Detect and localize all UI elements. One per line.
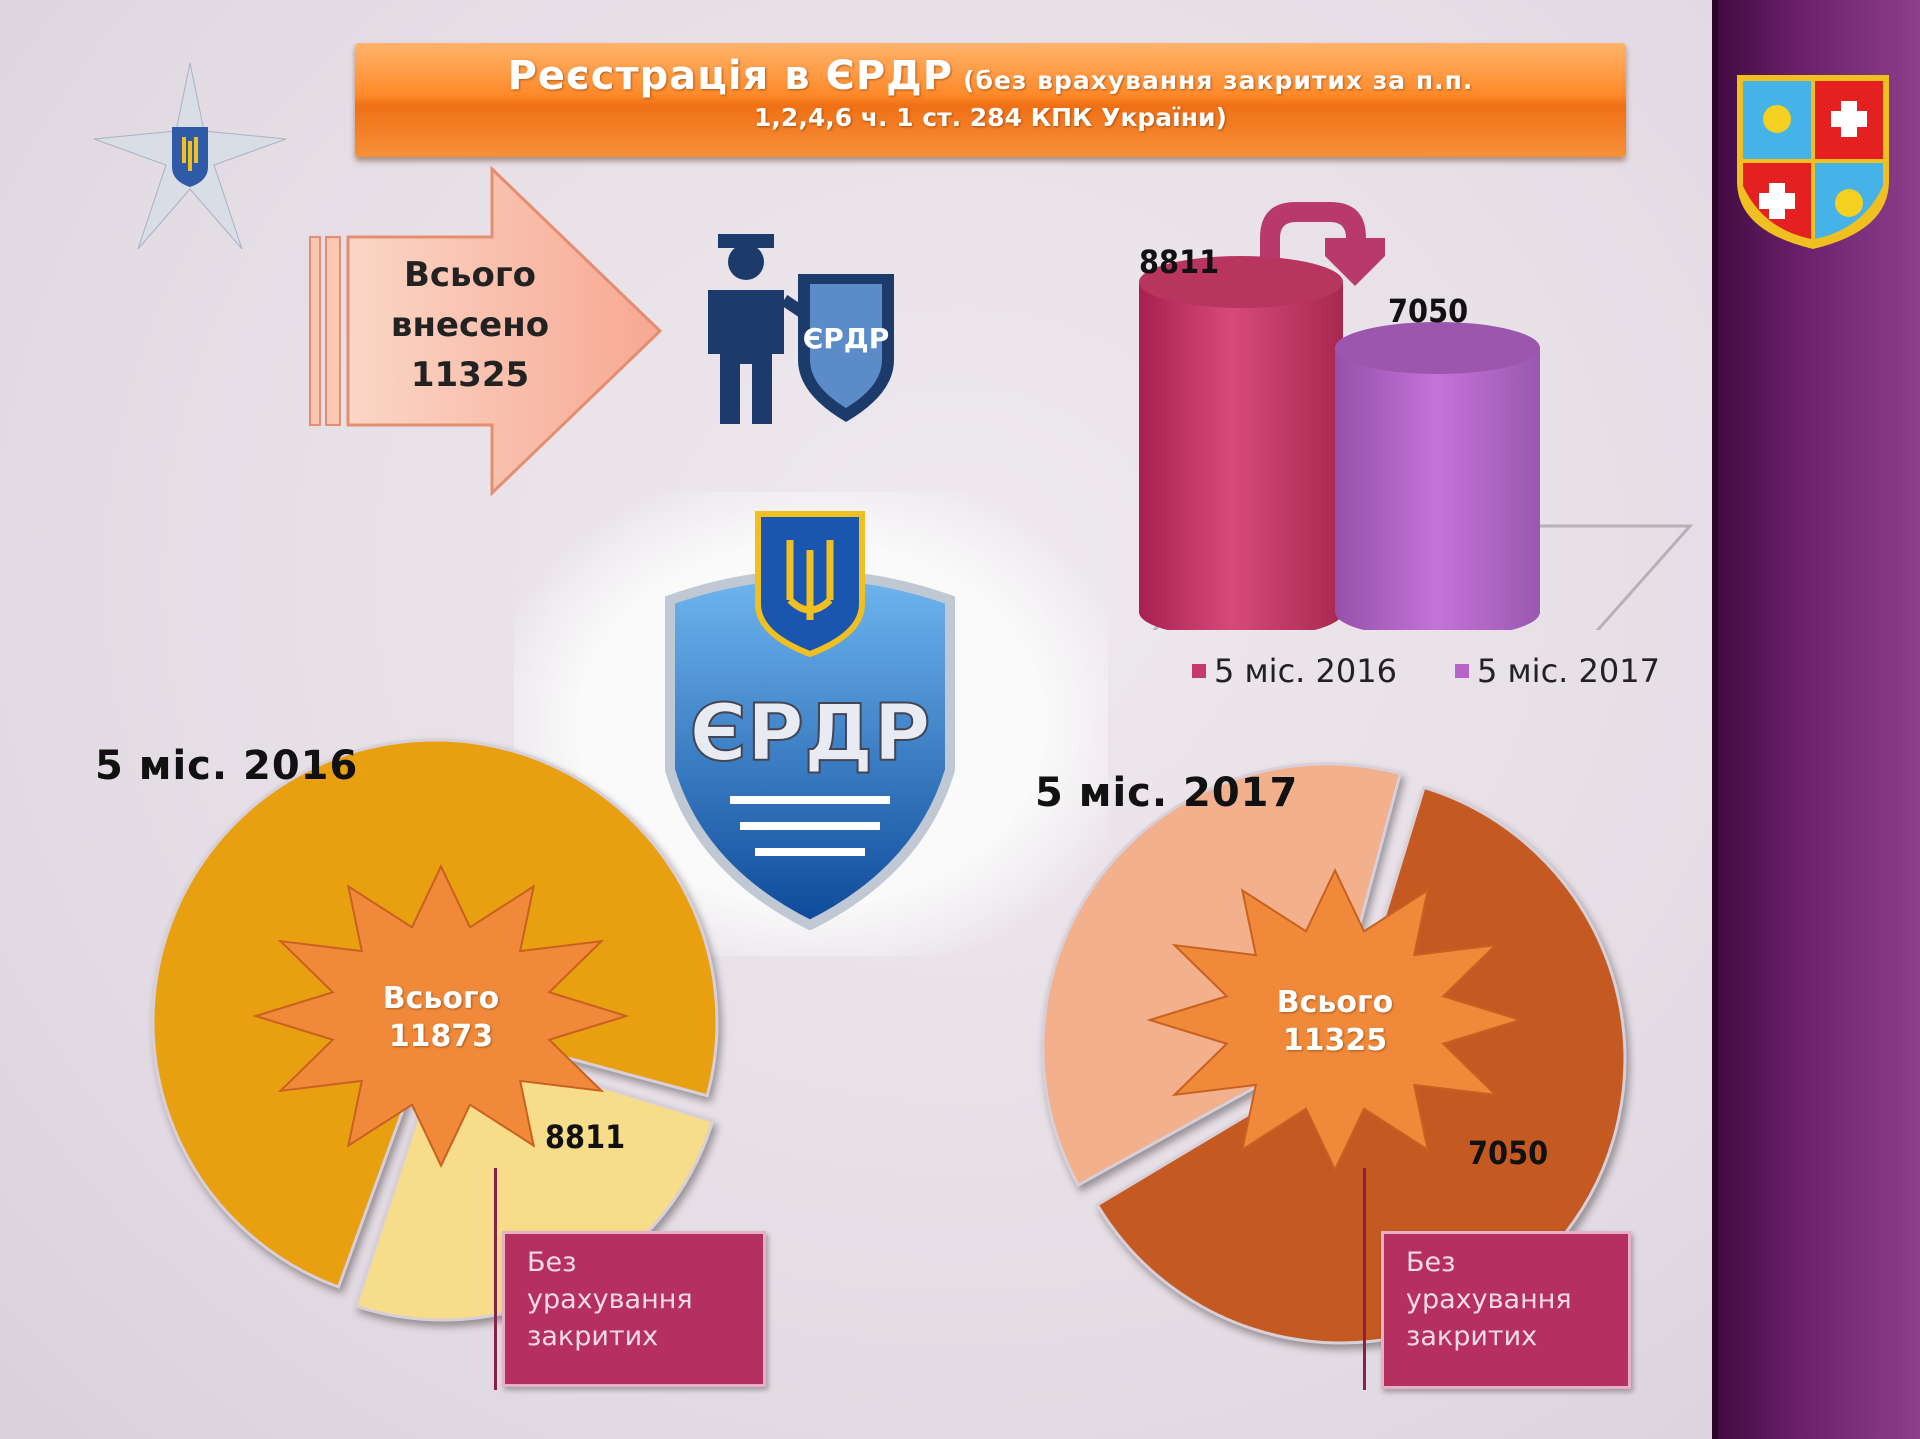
callout-line-2017 [1363,1168,1366,1390]
legend-item-2017: 5 міс. 2017 [1455,652,1660,690]
total-starburst-2017 [1146,868,1524,1172]
cylinder-bar-chart [1139,202,1694,630]
decrease-arrow-icon [1260,202,1366,270]
pie-total-2017: Всього 11325 [1255,984,1415,1060]
bar-label-2017: 7050 [1388,292,1469,330]
total-value: 11873 [388,1019,494,1054]
arrow-value: 11325 [410,355,530,395]
legend-swatch [1192,664,1206,678]
police-shield-text: ЄРДР [803,322,890,355]
erdr-shield-logo: ЄРДР [665,511,955,930]
legend-label: 5 міс. 2016 [1214,652,1397,690]
title-main: Реєстрація в ЄРДР [507,53,954,99]
total-value: 11325 [1282,1023,1388,1058]
cylinder-bar-0 [1139,282,1343,630]
callout-2016: Без урахування закритих [502,1231,766,1387]
total-label: Всього [382,981,500,1016]
total-entered-arrow [309,165,663,497]
pie-total-2016: Всього 11873 [361,980,521,1056]
title-note: (без врахування закритих за п.п. [963,66,1474,95]
pie-label-2017: 7050 [1468,1134,1549,1172]
legend-label: 5 міс. 2017 [1477,652,1660,690]
slide-title-banner: Реєстрація в ЄРДР (без врахування закрити… [355,43,1626,157]
pie-charts [151,738,1627,1345]
erdr-shield-text: ЄРДР [689,689,930,779]
bar-label-2016: 8811 [1139,243,1220,281]
legend-item-2016: 5 міс. 2016 [1192,652,1397,690]
pie-title-2017: 5 міс. 2017 [1035,770,1299,816]
total-starburst-2016 [252,864,630,1168]
police-star-icon [93,62,287,250]
callout-2017: Без урахування закритих [1381,1231,1631,1389]
cylinder-top-0 [1139,256,1343,308]
region-coat-of-arms-icon [1737,75,1889,249]
title-note-line2: 1,2,4,6 ч. 1 ст. 284 КПК України) [754,103,1227,132]
callout-line-2016 [494,1168,497,1390]
arrow-line1: Всього [403,255,537,295]
total-label: Всього [1276,985,1394,1020]
cylinder-bar-1 [1335,347,1540,630]
policeman-icon: ЄРДР [708,234,894,424]
legend-swatch [1455,664,1469,678]
total-entered-text: Всього внесено 11325 [370,250,570,400]
pie-label-2016: 8811 [545,1118,626,1156]
pie-title-2016: 5 міс. 2016 [95,743,359,789]
cylinder-top-1 [1335,321,1540,374]
arrow-line2: внесено [390,305,550,345]
